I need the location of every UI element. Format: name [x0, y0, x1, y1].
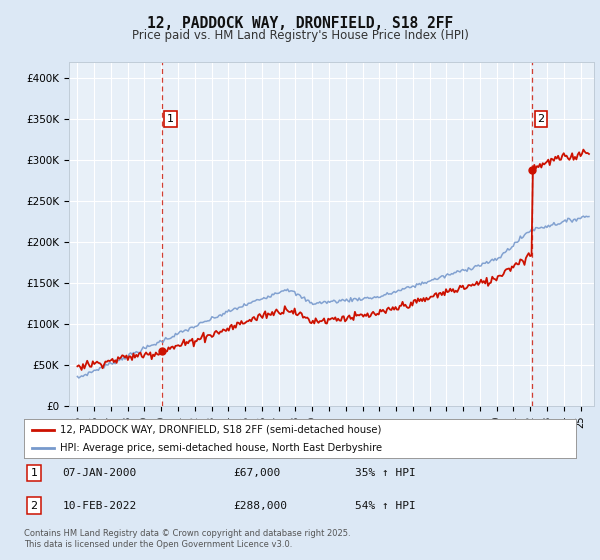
Text: 12, PADDOCK WAY, DRONFIELD, S18 2FF (semi-detached house): 12, PADDOCK WAY, DRONFIELD, S18 2FF (sem… [60, 424, 381, 435]
Text: 35% ↑ HPI: 35% ↑ HPI [355, 468, 416, 478]
Text: Price paid vs. HM Land Registry's House Price Index (HPI): Price paid vs. HM Land Registry's House … [131, 29, 469, 42]
Text: 2: 2 [538, 114, 544, 124]
Text: 10-FEB-2022: 10-FEB-2022 [62, 501, 137, 511]
Text: 54% ↑ HPI: 54% ↑ HPI [355, 501, 416, 511]
Text: £288,000: £288,000 [234, 501, 288, 511]
Text: 1: 1 [31, 468, 37, 478]
Text: 1: 1 [167, 114, 174, 124]
Text: £67,000: £67,000 [234, 468, 281, 478]
Text: 2: 2 [31, 501, 37, 511]
Text: 12, PADDOCK WAY, DRONFIELD, S18 2FF: 12, PADDOCK WAY, DRONFIELD, S18 2FF [147, 16, 453, 31]
Text: 07-JAN-2000: 07-JAN-2000 [62, 468, 137, 478]
Text: HPI: Average price, semi-detached house, North East Derbyshire: HPI: Average price, semi-detached house,… [60, 443, 382, 453]
Text: Contains HM Land Registry data © Crown copyright and database right 2025.
This d: Contains HM Land Registry data © Crown c… [24, 529, 350, 549]
